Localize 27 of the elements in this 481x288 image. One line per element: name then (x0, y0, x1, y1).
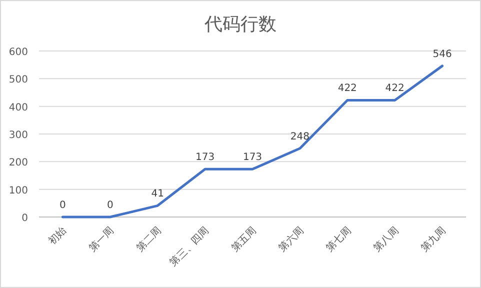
data-label: 422 (338, 83, 357, 94)
x-tick-label: 第一周 (86, 224, 116, 254)
y-tick-label: 200 (8, 158, 28, 169)
x-tick-label: 第六周 (276, 224, 306, 254)
x-tick-label: 第九周 (418, 224, 448, 254)
data-label: 173 (196, 152, 215, 164)
y-tick-label: 400 (8, 102, 28, 114)
x-tick-label: 第二周 (134, 224, 164, 254)
x-tick-label: 第七周 (324, 224, 354, 254)
y-tick-label: 100 (8, 185, 28, 196)
x-tick-label: 第三、四周 (167, 224, 212, 268)
y-tick-label: 300 (8, 130, 28, 141)
x-tick-label: 第五周 (228, 224, 259, 254)
line-series (61, 64, 444, 218)
y-tick-label: 0 (22, 213, 28, 224)
chart-title: 代码行数 (204, 14, 276, 35)
data-label: 173 (242, 152, 262, 164)
data-label: 0 (60, 200, 66, 211)
data-label: 248 (290, 131, 310, 142)
y-tick-label: 600 (8, 47, 28, 58)
data-label: 546 (432, 48, 452, 60)
data-label: 422 (385, 83, 404, 94)
x-tick-label: 第八周 (371, 224, 401, 254)
x-tick-label: 初始 (46, 224, 69, 248)
data-label: 0 (106, 200, 114, 211)
data-label: 41 (151, 188, 164, 200)
y-tick-label: 500 (8, 74, 28, 86)
